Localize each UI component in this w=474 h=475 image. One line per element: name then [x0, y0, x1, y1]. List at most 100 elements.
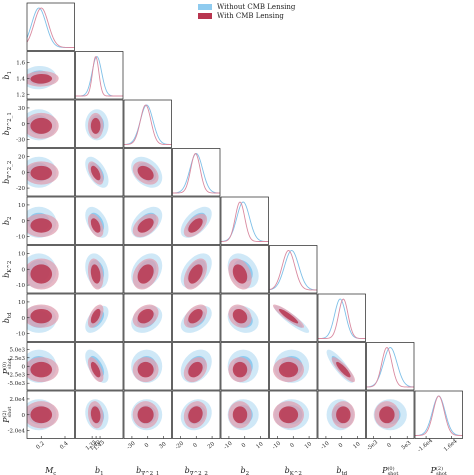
contour-68-with-cmb-lensing: [30, 218, 53, 233]
contours: [131, 349, 163, 383]
panel-b-2-1-vs-b-2-2: [123, 148, 172, 197]
x-tick-label: 0: [338, 442, 345, 449]
y-tick-label: 2.5e3: [9, 356, 25, 362]
y-tick-label: 10: [18, 203, 25, 209]
contour-68-with-cmb-lensing: [232, 361, 248, 378]
y-label-b-k-2: bK^2: [2, 261, 13, 278]
panel-frame: [75, 390, 124, 439]
y-label-b-td: btd: [2, 312, 13, 323]
panel-b-2-vs-b-td: [220, 293, 269, 342]
contour-68-with-cmb-lensing: [90, 218, 101, 233]
contour-68-with-cmb-lensing: [30, 73, 53, 84]
panel-b-1-vs-b-k-2: [75, 245, 124, 294]
panel-b-1-vs-b-2: [75, 196, 124, 245]
panel-frame: [75, 293, 124, 342]
y-label-b-2-2: b∇^2_2: [2, 161, 13, 184]
panel-b-td-vs-p-2-shot: -10 0 10: [317, 390, 366, 451]
contours: [85, 349, 109, 383]
legend-label-without-lensing: Without CMB Lensing: [217, 2, 296, 11]
legend-label-with-lensing: With CMB Lensing: [217, 11, 284, 20]
panel-b-2-1-vs-p-0-shot: [123, 342, 172, 391]
marginal-with-cmb-lensing-p-2-shot: [414, 395, 463, 436]
contour-68-with-cmb-lensing: [278, 308, 299, 324]
panel-frame: [317, 293, 366, 342]
panel-m-c-vs-p-0-shot: 5.0e3 2.5e3 0 -2.5e3 -5.0e3: [8, 342, 75, 391]
panel-frame: [414, 390, 463, 439]
marginal-without-cmb-lensing-b-2-2: [172, 153, 221, 194]
panel-frame: [172, 196, 221, 245]
contour-68-with-cmb-lensing: [379, 406, 395, 424]
contour-68-with-cmb-lensing: [30, 406, 53, 424]
y-tick-label: 0: [22, 364, 26, 370]
panel-b-1-vs-b-2-1: [75, 99, 124, 148]
panel-frame: [123, 293, 172, 342]
panel-b-2-1-vs-b-2: [123, 196, 172, 245]
y-tick-label: 1.4: [16, 76, 25, 82]
x-tick-label: 20: [207, 441, 217, 450]
marginal-with-cmb-lensing-p-0-shot: [366, 347, 414, 388]
panel-frame: [26, 2, 75, 51]
contour-68-with-cmb-lensing: [336, 406, 351, 424]
contours: [27, 65, 59, 90]
panel-frame: [75, 148, 124, 197]
panel-frame: [220, 293, 269, 342]
panel-frame: [26, 148, 75, 197]
marginal-with-cmb-lensing-b-2-1: [123, 104, 172, 145]
contours: [326, 399, 355, 431]
y-label-p-0-shot: P(0)shot: [1, 358, 13, 375]
panel-b-k-2-vs-p-0-shot: [269, 342, 318, 391]
x-tick-label: 0: [289, 442, 296, 449]
contours: [131, 253, 163, 290]
panel-b-2-1-vs-b-td: [123, 293, 172, 342]
x-tick-label: 0.2: [35, 441, 46, 451]
panel-frame: [172, 293, 221, 342]
panel-b-2-vs-p-0-shot: [220, 342, 269, 391]
contours: [131, 399, 163, 431]
y-tick-label: 30: [18, 106, 25, 112]
x-tick-label: 0.4: [59, 440, 70, 451]
contours: [85, 253, 109, 290]
contours: [85, 109, 109, 141]
panel-frame: [172, 148, 221, 197]
x-tick-label: 0: [144, 442, 151, 449]
panel-frame: [26, 245, 75, 294]
contours: [272, 399, 310, 431]
contours: [180, 206, 212, 238]
y-tick-label: 1.6: [16, 61, 25, 67]
panel-frame: [75, 51, 124, 100]
x-tick-label: 10: [255, 441, 265, 450]
x-tick-label: -30: [126, 440, 137, 451]
contour-68-with-cmb-lensing: [336, 361, 351, 378]
panel-b-1-vs-p-0-shot: [75, 342, 124, 391]
contours: [272, 304, 310, 333]
panel-b-k-2-vs-b-k-2: [269, 245, 318, 294]
contours: [131, 206, 163, 238]
contours: [27, 304, 59, 333]
y-tick-label: 0: [22, 413, 26, 419]
panel-b-1-vs-b-td: [75, 293, 124, 342]
contours: [180, 304, 212, 333]
contour-68-with-cmb-lensing: [232, 308, 248, 324]
contours: [180, 253, 212, 290]
contour-68-with-cmb-lensing: [232, 406, 248, 424]
legend: Without CMB Lensing With CMB Lensing: [198, 2, 326, 22]
contours: [85, 156, 109, 188]
panel-m-c-vs-b-1: 1.6 1.4 1.2: [16, 51, 75, 100]
x-label-b-2-1: b∇^2_1: [136, 466, 159, 475]
panel-frame: [26, 342, 75, 391]
y-tick-label: -10: [16, 332, 25, 338]
x-tick-label: 0: [241, 442, 248, 449]
panel-p-0-shot-vs-p-0-shot: [366, 342, 415, 391]
panel-frame: [26, 196, 75, 245]
contours: [272, 349, 310, 383]
panel-frame: [123, 245, 172, 294]
contours: [27, 253, 59, 290]
x-tick-label: -10: [223, 440, 234, 451]
contour-68-with-cmb-lensing: [232, 264, 248, 284]
panel-b-2-1-vs-b-2-1: [123, 99, 172, 148]
y-tick-label: -10: [16, 283, 25, 289]
x-label-m-c: Mc: [44, 466, 56, 475]
contour-68-with-cmb-lensing: [188, 264, 203, 284]
marginal-without-cmb-lensing-m-c: [26, 7, 75, 48]
